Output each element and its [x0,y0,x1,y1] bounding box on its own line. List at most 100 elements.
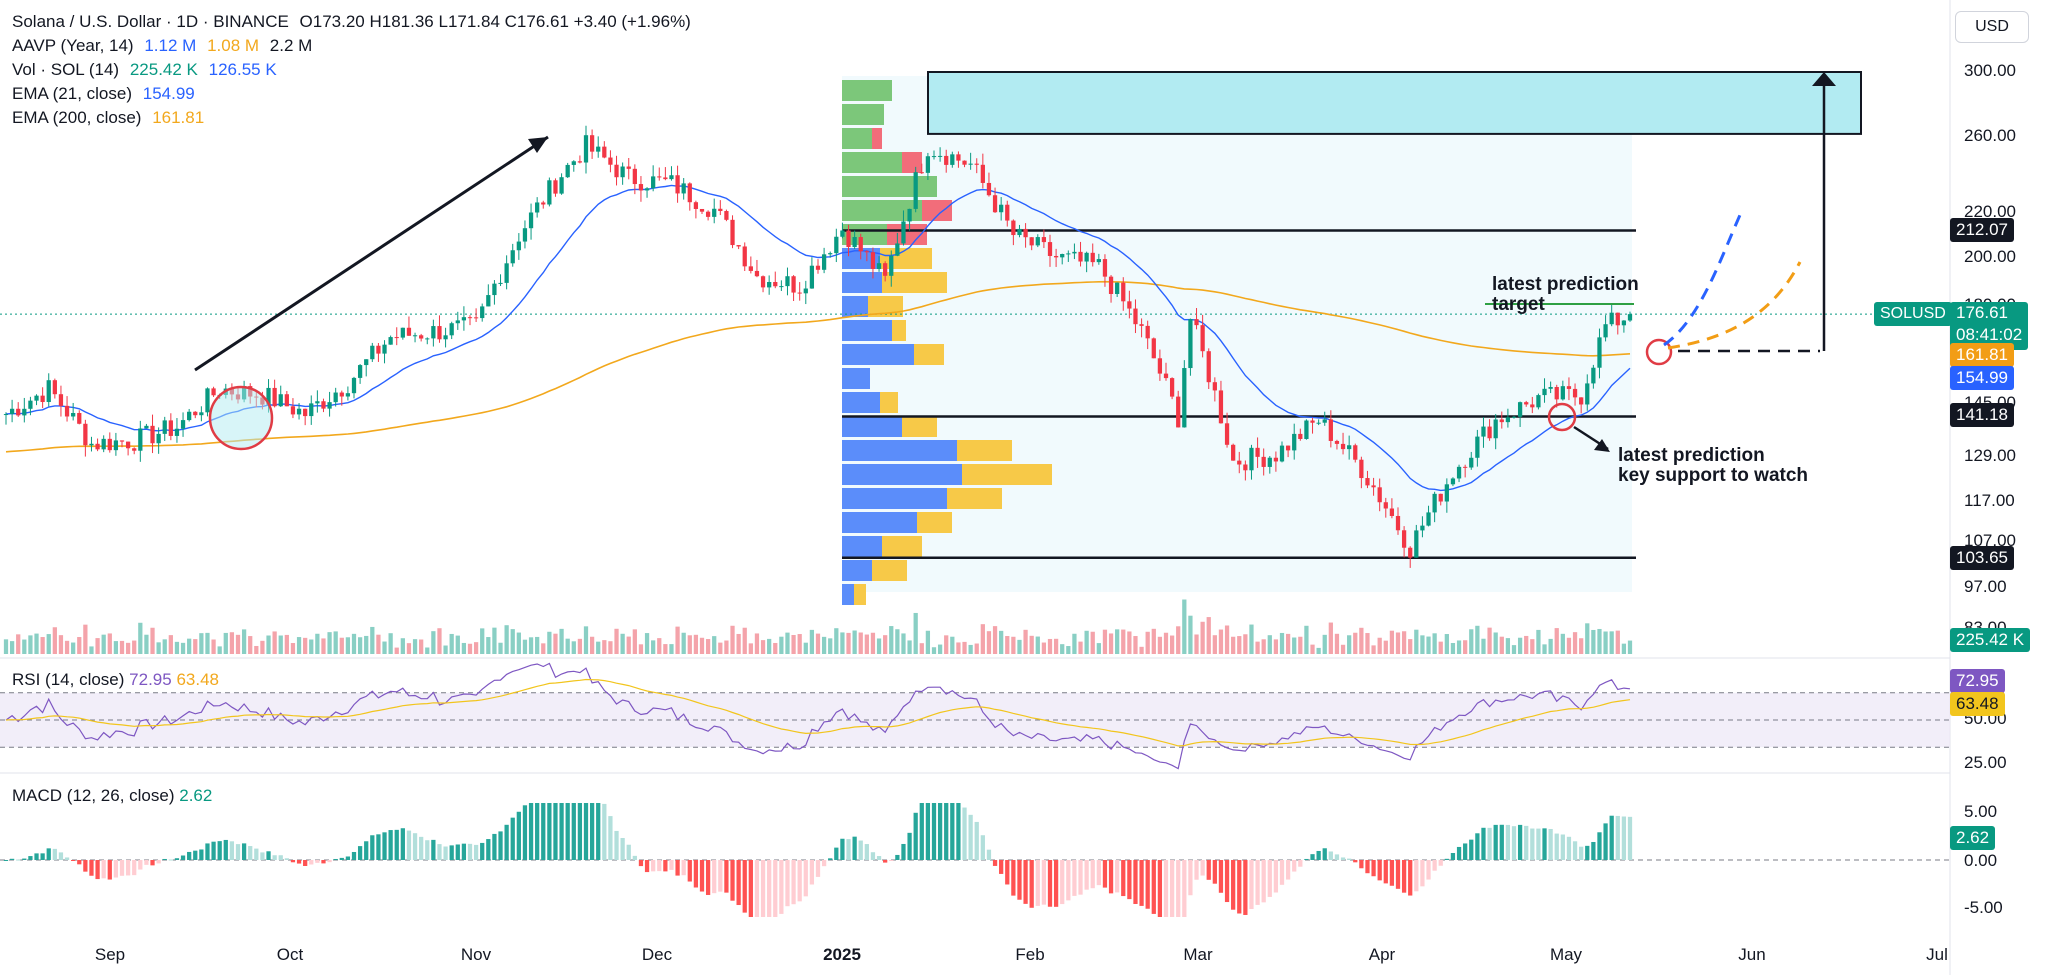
volume-bar [77,637,82,654]
macd-bar [1511,826,1517,860]
last-price-tag: 176.61 08:41:02 [1950,302,2029,350]
candle-body [1334,440,1340,444]
volume-bar [339,637,344,654]
volume-bar [1041,642,1047,654]
profile-sell-bar [882,272,947,293]
volume-bar [1279,632,1285,654]
volume-bar [22,639,27,654]
volume-bar [791,635,796,654]
candle-body [437,326,442,340]
volume-bar [925,630,931,654]
volume-bar [64,640,70,654]
candle-body [773,281,778,287]
macd-tick: 0.00 [1964,851,1998,870]
volume-bar [315,633,320,654]
volume-bar [1292,637,1297,654]
volume-bar [46,634,51,654]
macd-bar [1517,824,1523,860]
volume-bar [437,628,442,654]
macd-bar [889,860,894,861]
macd-bar [150,860,155,866]
candle-body [406,327,412,336]
candle-body [199,412,204,416]
volume-bar [809,629,815,654]
macd-bar [1493,824,1498,860]
price-tick: 117.00 [1964,491,2015,510]
candle-body [968,163,973,165]
volume-tag: 225.42 K [1950,628,2031,652]
macd-bar [1285,860,1291,880]
macd-bar [712,860,717,894]
volume-bar [632,629,637,654]
macd-bar [1145,860,1150,909]
volume-bar [797,634,802,654]
candle-body [535,202,540,213]
macd-bar [199,849,204,860]
candle-body [1566,386,1572,389]
level-tag-212: 212.07 [1950,218,2014,242]
candle-body [1426,512,1431,526]
volume-bar [675,626,680,654]
candle-body [174,428,180,436]
macd-bar [608,816,613,860]
volume-bar [1493,632,1498,654]
price-tick: 220.00 [1964,202,2016,221]
candle-body [1579,397,1584,405]
candle-body [852,237,857,247]
candle-body [1536,395,1541,408]
macd-bar [449,845,454,860]
macd-bar [1591,841,1596,860]
candle-body [992,195,998,213]
macd-bar [1029,860,1034,908]
currency-selector[interactable]: USD [1955,11,2029,43]
volume-bar [968,644,973,654]
volume-bar [577,638,583,654]
symbol-tag: SOLUSD [1874,302,1952,326]
candle-body [950,154,955,165]
volume-bar [858,632,863,654]
volume-bar [821,636,827,654]
macd-bar [1432,860,1437,871]
macd-bar [559,803,564,860]
volume-bar [229,632,235,654]
profile-sell-bar [872,560,907,581]
volume-bar [980,624,985,654]
volume-bar [461,642,467,654]
macd-bar [1011,860,1016,896]
macd-bar [1108,860,1114,894]
macd-bar [345,856,351,860]
candle-body [461,317,467,321]
candle-body [864,251,869,253]
macd-bar [425,840,430,860]
volume-bar [443,645,448,654]
macd-bar [1139,860,1144,906]
candle-body [1200,325,1205,352]
candle-body [779,286,784,288]
candle-body [1615,312,1620,326]
candle-body [1273,457,1279,462]
candle-body [9,408,15,415]
macd-bar [1035,860,1040,906]
macd-bar [309,860,314,865]
indicator-value: 1.12 M [144,36,197,55]
volume-bar [309,639,314,654]
volume-bar [1572,632,1578,654]
volume-bar [638,644,644,654]
candle-body [1353,445,1358,460]
profile-sell-bar [962,464,1052,485]
candle-body [1377,487,1382,503]
volume-bar [290,643,296,654]
indicator-value: 126.55 K [208,60,277,79]
candle-body [565,164,570,178]
indicator-value: 154.99 [142,84,195,103]
candle-body [693,202,699,209]
candle-body [425,338,430,340]
volume-bar [449,633,454,654]
macd-bar [1182,860,1187,917]
macd-bar [699,860,705,892]
macd-bar [541,803,546,860]
indicator-label: EMA (21, close) [12,84,132,103]
candle-body [1493,419,1498,439]
volume-bar [528,637,534,654]
